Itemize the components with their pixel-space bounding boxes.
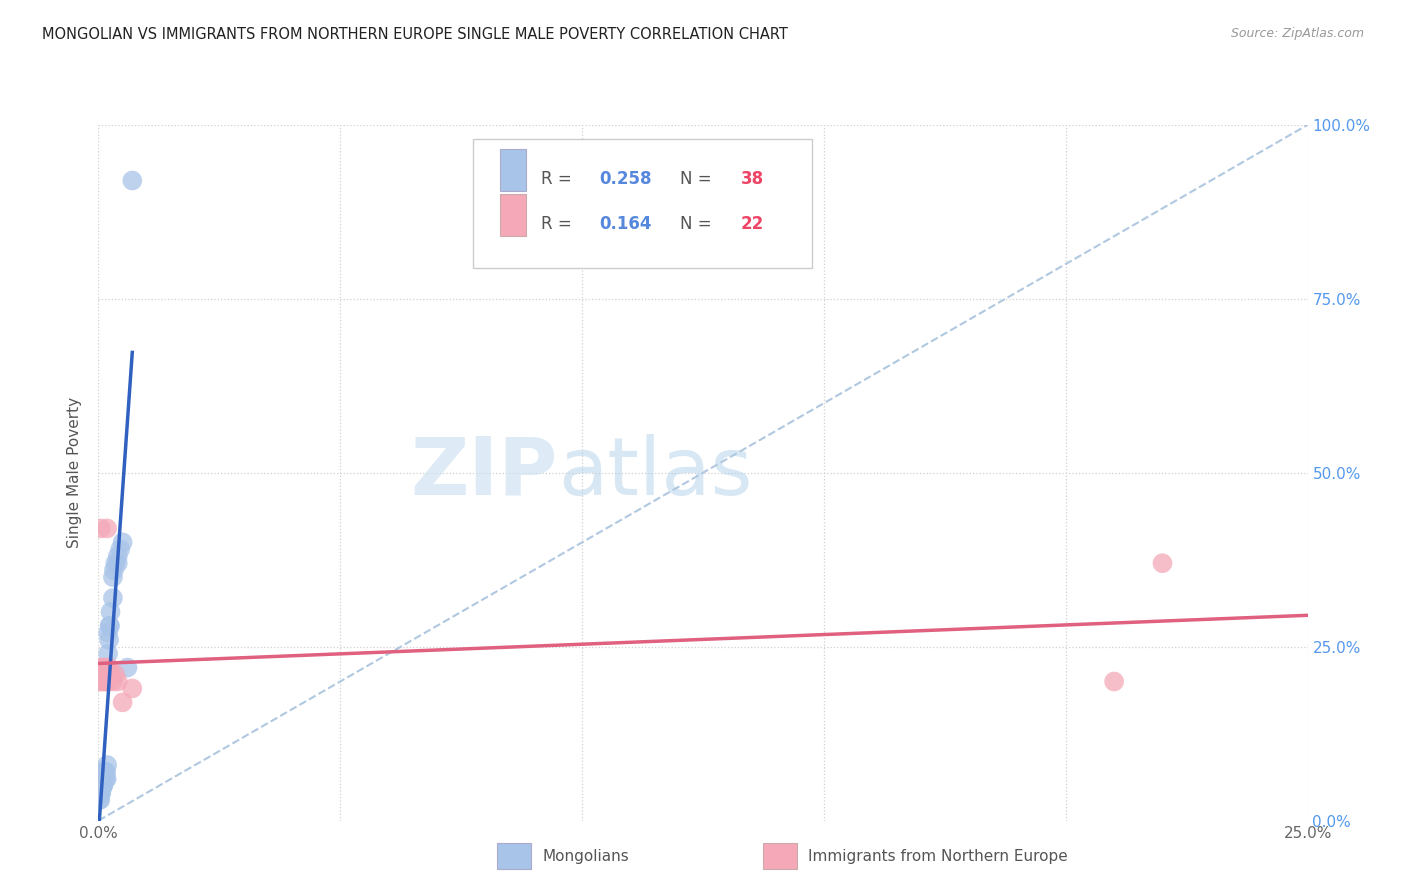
Point [104, 556, 127, 570]
Text: R =: R = [541, 170, 576, 188]
Point [91, 660, 114, 674]
Point [97, 660, 120, 674]
Point [89, 793, 111, 807]
Text: R =: R = [541, 215, 576, 234]
Point [101, 674, 124, 689]
Point [90, 779, 112, 793]
Point [97, 674, 120, 689]
Point [91, 772, 114, 786]
Point [98, 632, 121, 647]
Point [98, 619, 121, 633]
Point [107, 556, 129, 570]
Bar [501, 149, 526, 191]
Point [93, 772, 115, 786]
Point [97, 667, 120, 681]
Point [91, 779, 114, 793]
Point [96, 772, 118, 786]
Point [96, 521, 118, 535]
Point [94, 674, 117, 689]
Text: ZIP: ZIP [411, 434, 558, 512]
Point [111, 695, 134, 709]
Text: 0.164: 0.164 [599, 215, 651, 234]
Point [97, 647, 120, 661]
FancyBboxPatch shape [474, 139, 811, 268]
Point [98, 660, 121, 674]
Point [121, 173, 143, 187]
Point [96, 758, 118, 772]
Point [107, 674, 129, 689]
Point [108, 542, 131, 557]
Point [89, 786, 111, 800]
Text: 0.258: 0.258 [599, 170, 651, 188]
Text: 22: 22 [741, 215, 763, 234]
Text: N =: N = [681, 215, 717, 234]
Point [104, 667, 127, 681]
Point [93, 772, 115, 786]
Point [121, 681, 143, 696]
Point [101, 591, 124, 605]
Point [90, 786, 112, 800]
Bar [763, 843, 797, 870]
Point [1152, 556, 1174, 570]
Point [91, 667, 114, 681]
Y-axis label: Single Male Poverty: Single Male Poverty [67, 397, 83, 549]
Point [96, 764, 118, 779]
Point [100, 605, 122, 619]
Point [91, 779, 114, 793]
Point [98, 619, 121, 633]
Point [100, 667, 122, 681]
Point [93, 764, 115, 779]
Point [101, 570, 124, 584]
Point [90, 521, 112, 535]
Text: 38: 38 [741, 170, 763, 188]
Point [90, 779, 112, 793]
Text: Immigrants from Northern Europe: Immigrants from Northern Europe [808, 848, 1069, 863]
Point [93, 674, 115, 689]
Text: MONGOLIAN VS IMMIGRANTS FROM NORTHERN EUROPE SINGLE MALE POVERTY CORRELATION CHA: MONGOLIAN VS IMMIGRANTS FROM NORTHERN EU… [42, 27, 787, 42]
Point [91, 764, 114, 779]
Text: N =: N = [681, 170, 717, 188]
Point [89, 793, 111, 807]
Text: Mongolians: Mongolians [543, 848, 628, 863]
Point [1102, 674, 1125, 689]
Text: atlas: atlas [558, 434, 752, 512]
Point [103, 563, 125, 577]
Point [94, 764, 117, 779]
Point [90, 674, 112, 689]
Bar [498, 843, 531, 870]
Point [89, 674, 111, 689]
Point [94, 772, 117, 786]
Point [91, 772, 114, 786]
Point [111, 535, 134, 549]
Point [107, 549, 129, 564]
Point [97, 625, 120, 640]
Point [96, 660, 118, 674]
Text: Source: ZipAtlas.com: Source: ZipAtlas.com [1230, 27, 1364, 40]
Point [90, 786, 112, 800]
Point [91, 779, 114, 793]
Point [89, 660, 111, 674]
Bar [501, 194, 526, 236]
Point [117, 660, 139, 674]
Point [94, 667, 117, 681]
